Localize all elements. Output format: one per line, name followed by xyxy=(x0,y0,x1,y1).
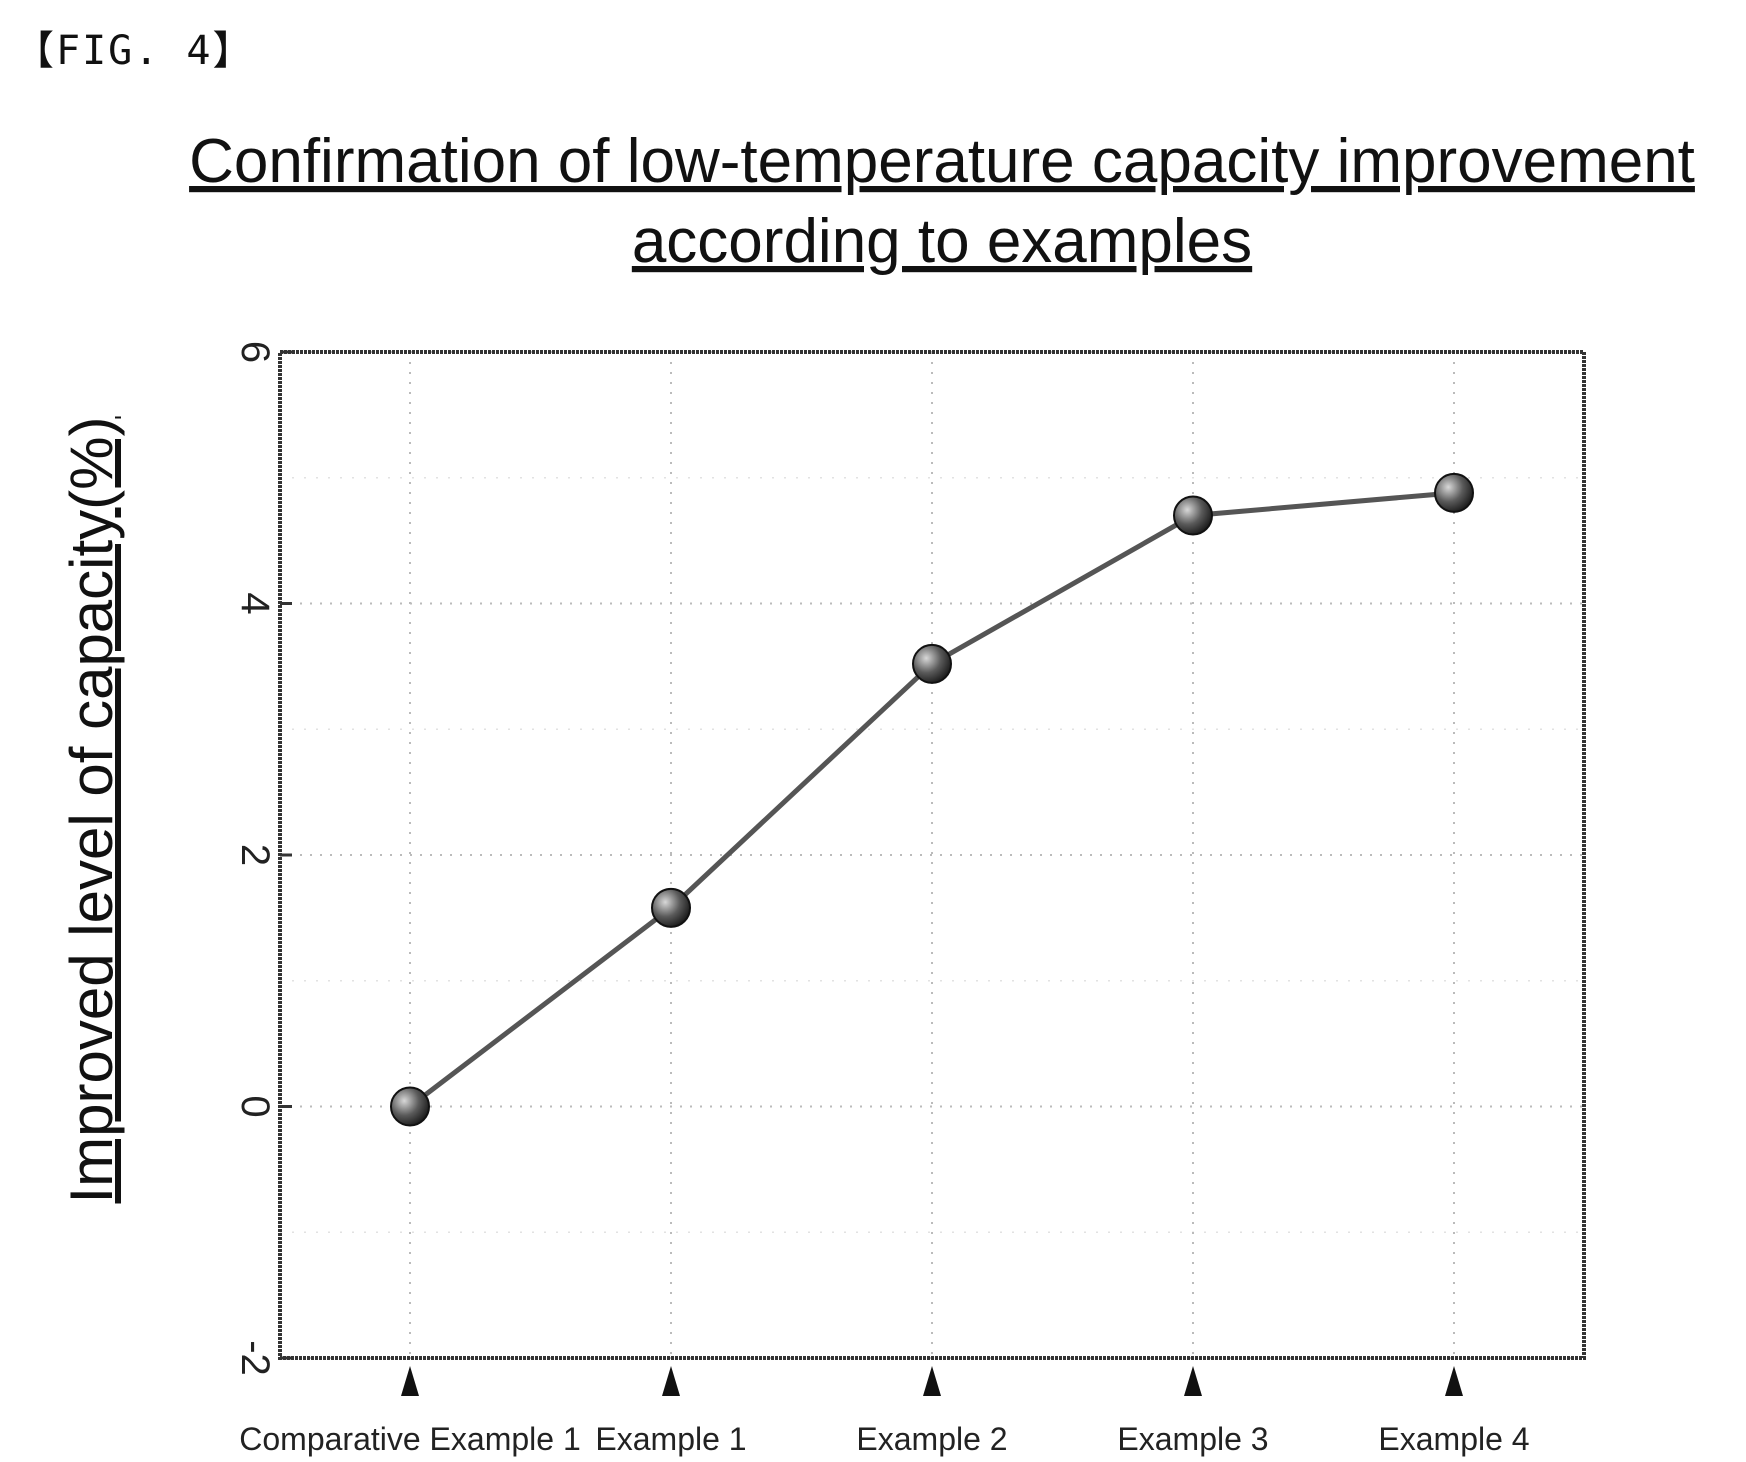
data-point xyxy=(651,887,691,928)
category-triangle-marker xyxy=(923,1366,941,1396)
x-tick-label: Example 3 xyxy=(1117,1421,1268,1457)
figure-label: 【FIG. 4】 xyxy=(14,28,255,74)
grid xyxy=(280,351,1584,1359)
data-point xyxy=(912,643,952,684)
series-line xyxy=(408,490,1455,1109)
category-triangle-marker xyxy=(1445,1366,1463,1396)
data-point xyxy=(390,1086,430,1127)
y-tick-label: 6 xyxy=(233,341,277,363)
x-tick-label: Example 1 xyxy=(595,1421,746,1457)
category-triangle-marker xyxy=(401,1366,419,1396)
x-ticks: Comparative Example 1 Example 1 Example 2 E… xyxy=(239,1366,1530,1457)
series xyxy=(390,472,1474,1127)
y-tick-label: 0 xyxy=(233,1095,277,1117)
chart-title-line-1: Confirmation of low-temperature capacity… xyxy=(189,127,1695,196)
y-ticks: -2 0 2 4 6 xyxy=(233,341,292,1376)
chart-title-line-2: according to examples xyxy=(632,207,1252,276)
x-tick-label: Example 2 xyxy=(856,1421,1007,1457)
y-tick-label: 4 xyxy=(233,592,277,614)
y-axis-label: Improved level of capacity(%) xyxy=(58,417,125,1204)
category-triangle-marker xyxy=(662,1366,680,1396)
data-point xyxy=(1173,495,1213,536)
y-tick-label: -2 xyxy=(233,1340,277,1376)
data-point xyxy=(1434,472,1474,513)
x-tick-label: Example 4 xyxy=(1378,1421,1529,1457)
y-tick-label: 2 xyxy=(233,844,277,866)
x-tick-label: Comparative Example 1 xyxy=(239,1421,580,1457)
category-triangle-marker xyxy=(1184,1366,1202,1396)
